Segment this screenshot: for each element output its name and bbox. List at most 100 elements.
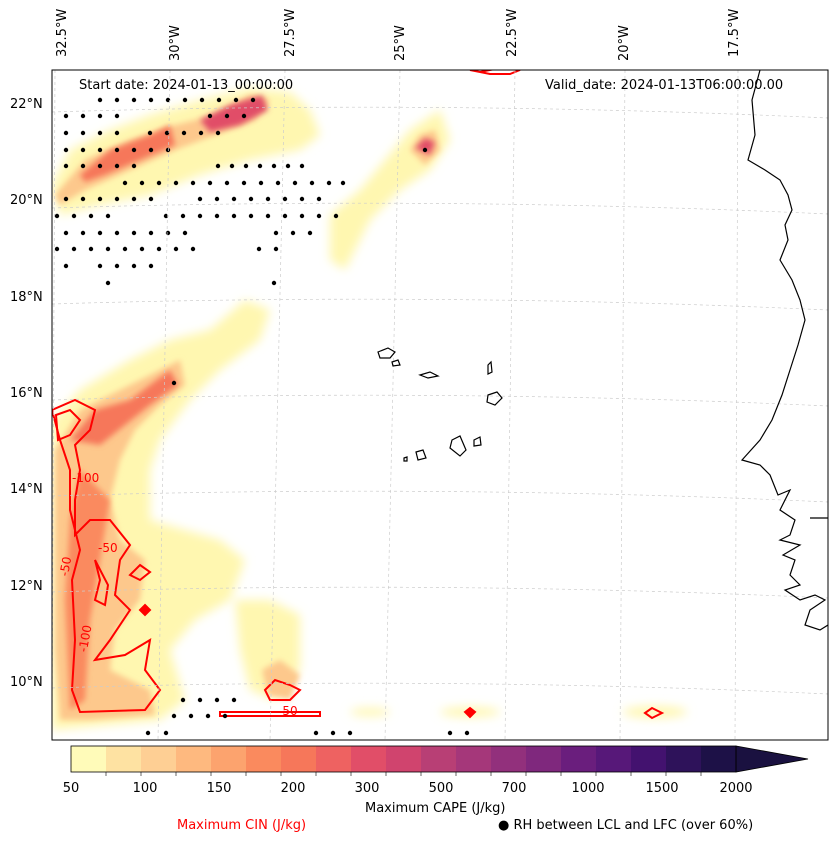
lon-label-27-5w: 27.5°W (283, 8, 298, 57)
island-santo-antao (377, 347, 396, 359)
rh-dot (243, 163, 249, 169)
colorbar-frame (70, 745, 737, 773)
cin-legend-label: Maximum CIN (J/kg) (177, 818, 307, 833)
rh-dot (207, 113, 213, 119)
rh-dot (190, 180, 196, 186)
rh-dot (248, 196, 254, 202)
rh-dot (63, 147, 69, 153)
rh-dot (347, 730, 353, 736)
rh-dot (114, 263, 120, 269)
colorbar-segment (106, 746, 142, 772)
rh-dots (54, 97, 470, 736)
cb-tick-100: 100 (132, 781, 158, 796)
rh-dot (165, 230, 171, 236)
rh-dot (275, 180, 281, 186)
rh-dot (271, 280, 277, 286)
rh-dot (114, 147, 120, 153)
rh-dot (248, 213, 254, 219)
cin-contour-labels: -100 -50 -50 -100 -50 (57, 471, 298, 718)
rh-dot (114, 230, 120, 236)
rh-dot (147, 130, 153, 136)
rh-dot (131, 263, 137, 269)
rh-dot (282, 196, 288, 202)
rh-dot (97, 130, 103, 136)
lat-label-10n: 10°N (10, 675, 43, 690)
colorbar-segment (631, 746, 667, 772)
rh-dot (233, 97, 239, 103)
rh-dot (54, 246, 60, 252)
island-maio (473, 436, 482, 447)
colorbar-segment (351, 746, 387, 772)
rh-dot (180, 213, 186, 219)
cape-field (52, 88, 687, 730)
rh-dot (214, 213, 220, 219)
rh-dot (216, 97, 222, 103)
colorbar-segment (526, 746, 562, 772)
coastlines (377, 70, 828, 631)
rh-dot (97, 196, 103, 202)
rh-dot (148, 263, 154, 269)
rh-dot (182, 97, 188, 103)
cb-tick-700: 700 (501, 781, 527, 796)
lat-label-12n: 12°N (10, 579, 43, 594)
rh-dot (114, 113, 120, 119)
cin-contours (52, 70, 665, 720)
rh-dot (63, 163, 69, 169)
rh-dot (80, 163, 86, 169)
rh-dot (80, 196, 86, 202)
rh-dot (222, 713, 228, 719)
colorbar-segment (316, 746, 352, 772)
rh-dot (148, 147, 154, 153)
rh-dot (131, 163, 137, 169)
rh-dot (171, 713, 177, 719)
island-santiago (449, 435, 467, 457)
colorbar-segment (421, 746, 457, 772)
rh-dot (271, 163, 277, 169)
rh-dot (97, 147, 103, 153)
lon-label-20w: 20°W (617, 25, 632, 61)
lat-label-20n: 20°N (10, 193, 43, 208)
colorbar-segment (491, 746, 527, 772)
island-brava (403, 456, 408, 462)
rh-dot (131, 147, 137, 153)
rh-dot (231, 196, 237, 202)
lon-label-25w: 25°W (393, 25, 408, 61)
colorbar-segment (141, 746, 177, 772)
rh-dot (173, 180, 179, 186)
rh-dot (114, 196, 120, 202)
lon-label-30w: 30°W (168, 25, 183, 61)
colorbar-segment (246, 746, 282, 772)
rh-dot (265, 196, 271, 202)
rh-dot (215, 130, 221, 136)
rh-dot (422, 147, 428, 153)
colorbar-segment (386, 746, 422, 772)
rh-dot (80, 230, 86, 236)
cin-label-3: -50 (98, 541, 118, 555)
rh-dot (156, 180, 162, 186)
colorbar-segment (281, 746, 317, 772)
rh-dot (447, 730, 453, 736)
colorbar-extend-arrow (735, 745, 809, 773)
rh-dot (197, 213, 203, 219)
rh-dot (299, 163, 305, 169)
rh-dot (164, 130, 170, 136)
rh-dot (88, 213, 94, 219)
rh-dot (188, 713, 194, 719)
rh-dot (250, 97, 256, 103)
rh-dot (131, 97, 137, 103)
rh-dot (197, 697, 203, 703)
rh-dot (231, 213, 237, 219)
island-sal (487, 360, 493, 375)
start-date-label: Start date: 2024-01-13_00:00:00 (79, 78, 294, 93)
map-frame (51, 69, 829, 741)
lat-label-16n: 16°N (10, 386, 43, 401)
cin-label-4: -100 (76, 624, 95, 653)
rh-legend-label: RH between LCL and LFC (over 60%) (513, 818, 754, 833)
rh-dot (241, 113, 247, 119)
rh-dot (97, 230, 103, 236)
island-sao-vicente (391, 359, 401, 367)
island-fogo (415, 449, 427, 461)
rh-dot (122, 180, 128, 186)
rh-dot (290, 230, 296, 236)
